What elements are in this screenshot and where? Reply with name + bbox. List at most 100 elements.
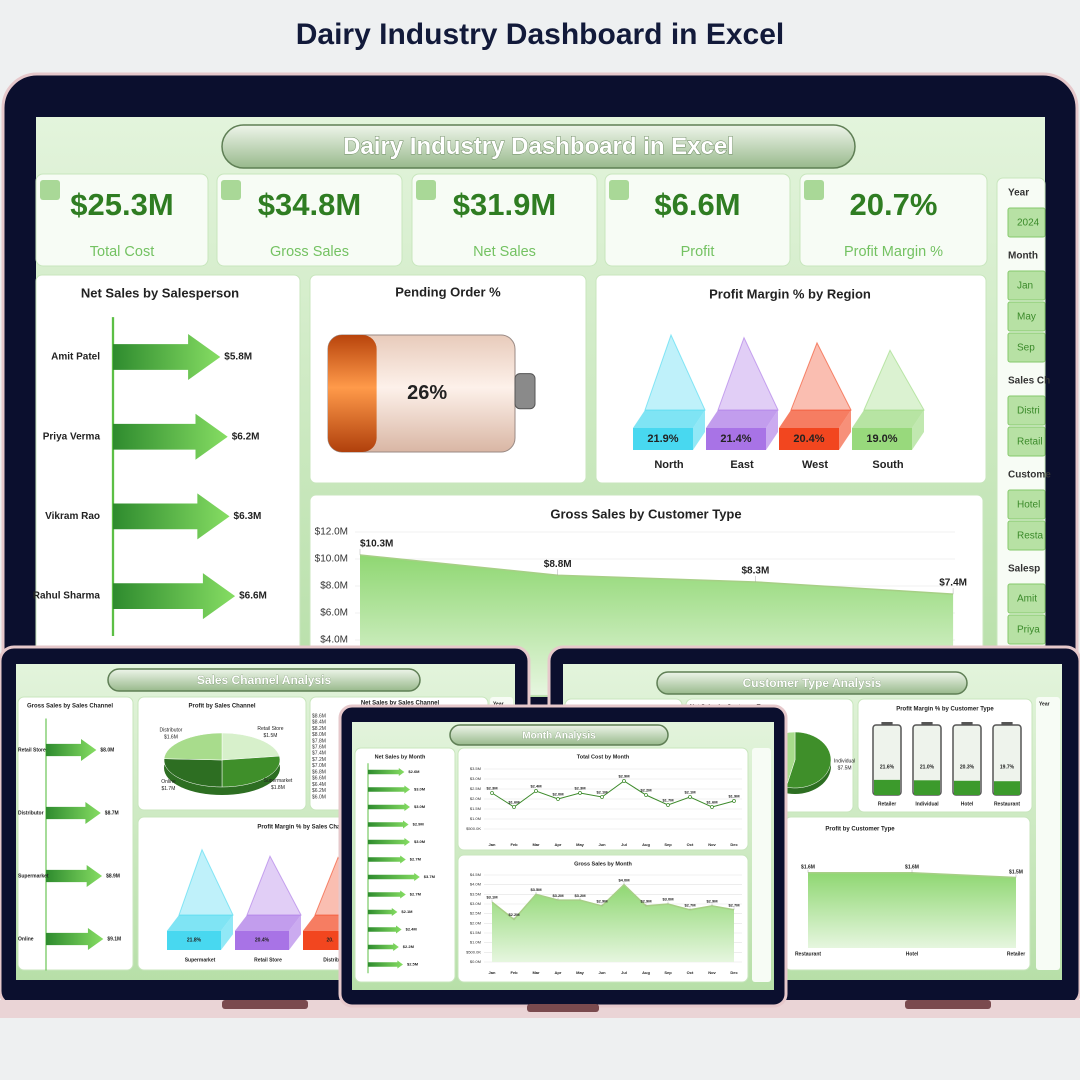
- chart: Profit by Customer Type $1.6M Restaurant $1…: [795, 827, 1025, 958]
- data-label: 21.6%: [880, 764, 895, 770]
- chart-title: Gross Sales by Sales Channel: [27, 704, 113, 710]
- data-label: 20.4%: [255, 938, 270, 944]
- category-label: Mar: [532, 842, 540, 847]
- data-label: $8.0M: [100, 747, 114, 753]
- line-marker: [600, 795, 604, 799]
- arrow-bar: [46, 928, 104, 950]
- y-tick-label: $3.5M: [470, 766, 481, 771]
- kpi-card: [604, 173, 791, 267]
- category-label: Distributor: [323, 957, 349, 963]
- y-tick-label: $3.5M: [470, 891, 481, 896]
- base-notch: [905, 1000, 991, 1009]
- category-label: Retail Store: [257, 726, 283, 732]
- data-label: $2.3M: [574, 786, 586, 791]
- y-tick-label: $2.0M: [470, 796, 481, 801]
- category-label: Apr: [555, 842, 562, 847]
- arrow-bar: [368, 908, 398, 916]
- slicer-button[interactable]: [1007, 489, 1046, 520]
- data-label: $1.5M: [1009, 869, 1023, 875]
- slicer-item: 2024: [1017, 218, 1040, 229]
- category-label: Jan: [489, 970, 496, 975]
- kpi-value: $34.8M: [258, 187, 361, 222]
- arrow-bar: [368, 890, 406, 899]
- y-tick-label: $3.0M: [470, 901, 481, 906]
- kpi-card: [216, 173, 403, 267]
- kpi-label: Profit Margin %: [844, 244, 943, 260]
- data-label: 21.0%: [920, 764, 935, 770]
- data-label: $1.6M: [801, 865, 815, 871]
- chart: Total Cost by Month $3.5M $3.0M $2.5M $2.0M $…: [466, 754, 742, 847]
- data-label: $1.6M: [164, 734, 178, 740]
- category-label: Individual: [834, 758, 855, 764]
- battery-cap: [514, 373, 536, 410]
- data-label: $2.7M: [410, 892, 422, 897]
- slicer-item: Distri: [1017, 406, 1040, 417]
- data-label: $8.7M: [105, 810, 119, 816]
- data-label: $2.9M: [706, 899, 718, 904]
- data-label: $1.6M: [706, 800, 718, 805]
- panel: [35, 274, 301, 696]
- data-label: $8.8M: [544, 559, 572, 570]
- category-label: Jul: [621, 842, 627, 847]
- slicer-label: Salesp: [1008, 564, 1040, 575]
- y-tick-label: $1.5M: [470, 806, 481, 811]
- slicer-button[interactable]: [1007, 583, 1046, 614]
- pyramid-block: [235, 930, 289, 950]
- slicer-button[interactable]: [1007, 426, 1046, 457]
- data-label: $3.0M: [662, 897, 674, 902]
- slicer-item: May: [1017, 312, 1036, 323]
- battery-fill: [328, 335, 377, 452]
- slicer-button[interactable]: [1007, 270, 1046, 301]
- y-tick-label: $3.0M: [470, 776, 481, 781]
- pyramid-side: [839, 410, 851, 450]
- data-label: $2.4M: [406, 927, 418, 932]
- arrow-bar: [368, 925, 402, 934]
- data-label: $7.5M: [838, 765, 852, 771]
- y-tick-label: $6.0M: [312, 794, 326, 800]
- data-label: $2.9M: [640, 899, 652, 904]
- pyramid-block: [852, 428, 912, 450]
- pyramid-side: [766, 410, 778, 450]
- slicer-button[interactable]: [1007, 207, 1046, 238]
- arrow-bar: [113, 573, 236, 620]
- line-marker: [512, 805, 516, 809]
- chart: Pending Order % 26%: [327, 284, 536, 453]
- arrow-bar: [368, 855, 406, 864]
- category-label: Sep: [664, 970, 672, 975]
- data-label: 20.: [327, 938, 335, 944]
- data-label: $3.2M: [574, 893, 586, 898]
- kpi-value: $31.9M: [453, 187, 556, 222]
- slicer-button[interactable]: [1007, 520, 1046, 551]
- category-label: Supermarket: [264, 778, 293, 784]
- arrow-bar: [368, 785, 410, 794]
- pie-slice: [785, 731, 832, 789]
- slicer-button[interactable]: [1007, 395, 1046, 426]
- pyramid-block: [633, 428, 693, 450]
- pyramid-side: [221, 915, 233, 950]
- category-label: Supermarket: [18, 873, 49, 879]
- y-tick-label: $6.6M: [312, 776, 326, 782]
- slicer-panel: [1036, 697, 1060, 970]
- battery-cap: [961, 722, 973, 725]
- category-label: Retailer: [878, 801, 896, 807]
- kpi-icon: [221, 180, 241, 200]
- slicer-button[interactable]: [1007, 614, 1046, 645]
- y-tick-label: $7.6M: [312, 744, 326, 750]
- title-pill: [221, 124, 856, 169]
- data-label: $2.1M: [596, 790, 608, 795]
- data-label: $6.2M: [232, 431, 260, 442]
- data-label: $3.1M: [486, 895, 498, 900]
- data-label: $2.7M: [728, 902, 740, 907]
- chart: Net Sales by Sales Channel $8.6M$8.4M$8.2…: [312, 701, 440, 801]
- slicer-button[interactable]: [1007, 301, 1046, 332]
- slicer-button[interactable]: [1007, 332, 1046, 363]
- y-tick-label: $8.4M: [312, 720, 326, 726]
- page-title: Dairy Industry Dashboard in Excel: [296, 18, 784, 51]
- category-label: May: [576, 970, 585, 975]
- data-label: $1.7M: [161, 786, 175, 792]
- pyramid-top: [235, 915, 301, 931]
- category-label: West: [802, 459, 828, 471]
- battery-fill: [914, 780, 940, 795]
- pyramid-side: [912, 410, 924, 450]
- panel: [17, 696, 134, 971]
